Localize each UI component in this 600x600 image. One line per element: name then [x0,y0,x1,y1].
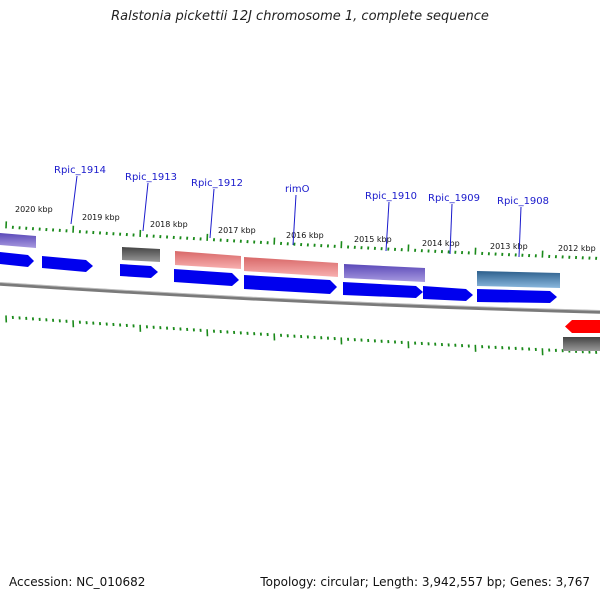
feature-bar-salmon[interactable] [244,257,338,277]
gene-labels: Rpic_1914 Rpic_1913 Rpic_1912 rimO Rpic_… [54,165,549,207]
gene-label-rpic-1912[interactable]: Rpic_1912 [191,178,243,189]
gene-label-rpic-1914[interactable]: Rpic_1914 [54,165,106,176]
kbp-label: 2013 kbp [490,242,528,251]
map-title: Ralstonia pickettii 12J chromosome 1, co… [111,9,489,24]
feature-bar-gray-reverse[interactable] [563,337,600,351]
cds-arrow[interactable] [477,289,557,303]
kbp-label: 2018 kbp [150,220,188,229]
gene-label-rpic-1909[interactable]: Rpic_1909 [428,193,480,204]
cds-arrow[interactable] [42,256,93,272]
cds-arrow[interactable] [0,252,34,267]
genome-summary-text: Topology: circular; Length: 3,942,557 bp… [260,575,590,589]
cds-track-forward [0,252,557,303]
kbp-label: 2019 kbp [82,213,120,222]
gene-label-rpic-1908[interactable]: Rpic_1908 [497,196,549,207]
cds-arrow[interactable] [120,264,158,278]
gene-label-rpic-1913[interactable]: Rpic_1913 [125,172,177,183]
lower-tick-ring [5,315,598,356]
cds-arrow[interactable] [174,269,239,286]
feature-track-outer [0,233,560,288]
gene-label-leaders [70,175,522,258]
cds-arrow[interactable] [423,286,473,301]
upper-tick-ring [5,221,598,260]
cds-track-reverse [563,320,600,351]
gene-label-rimo[interactable]: rimO [285,184,310,195]
trna-arrow-red[interactable] [565,320,600,333]
accession-text: Accession: NC_010682 [9,575,146,589]
feature-bar-purple[interactable] [344,264,425,282]
feature-bar-salmon[interactable] [175,251,241,269]
kbp-scale-labels: 2020 kbp 2019 kbp 2018 kbp 2017 kbp 2016… [15,205,596,253]
feature-bar-steel[interactable] [477,271,560,288]
gene-label-rpic-1910[interactable]: Rpic_1910 [365,191,417,202]
kbp-label: 2020 kbp [15,205,53,214]
feature-bar-purple[interactable] [0,233,36,248]
cds-arrow[interactable] [244,275,337,294]
feature-bar-gray[interactable] [122,247,160,262]
kbp-label: 2014 kbp [422,239,460,248]
kbp-label: 2017 kbp [218,226,256,235]
kbp-label: 2015 kbp [354,235,392,244]
kbp-label: 2012 kbp [558,244,596,253]
kbp-label: 2016 kbp [286,231,324,240]
chromosome-backbone [0,282,600,314]
cds-arrow[interactable] [343,282,423,298]
